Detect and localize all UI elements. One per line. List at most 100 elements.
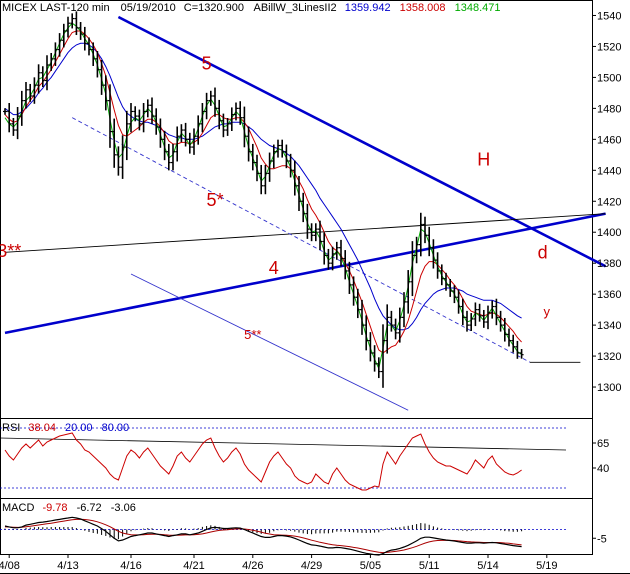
macd-value: -9.78 [42,502,67,514]
wave-annotation: 4 [269,258,279,278]
ohlc-bar [32,77,37,104]
rising-trend-line [4,212,606,335]
ohlc-bar [376,357,381,379]
ohlc-bar [473,302,478,327]
ohlc-bar [385,304,390,354]
ohlc-bar [326,248,331,270]
wave-annotation: H [477,150,490,170]
ohlc-bar [271,144,276,169]
rsi-axis-label: 40 [597,463,609,475]
ohlc-bar [154,108,159,135]
ohlc-bar [145,99,150,118]
rsi-high-level: 80.00 [102,422,130,434]
date-axis-label: 4/08 [0,560,20,572]
ohlc-bar [187,132,192,154]
ohlc-bar [112,118,117,168]
ohlc-bar [418,212,423,257]
ohlc-bar [40,66,45,88]
date-axis-label: 4/21 [183,560,204,572]
ohlc-bar [435,252,440,279]
price-axis-label: 1540 [597,10,621,22]
ohlc-bar [305,203,310,239]
ohlc-bar [175,126,180,162]
ohlc-bar [229,107,234,132]
date-axis-label: 4/29 [301,560,322,572]
price-axis-label: 1440 [597,165,621,177]
header-symbol: MICEX LAST-120 min [2,2,110,14]
ohlc-bar [57,33,62,57]
ohlc-bar [313,223,318,242]
ohlc-bar [246,126,251,162]
ohlc-bar [255,154,259,182]
ohlc-bar [11,117,16,136]
ohlc-bar [397,307,402,343]
ohlc-bar [351,276,356,306]
chart-header: MICEX LAST-120 min 05/19/2010 C=1320.900… [2,2,501,14]
price-axis-label: 1400 [597,227,621,239]
ohlc-bar [213,87,217,117]
ohlc-bar [267,152,272,182]
ohlc-bar [116,146,121,176]
ohlc-bar [402,292,406,328]
ohlc-bar [481,309,486,328]
macd-signal-value: -6.72 [77,502,102,514]
ohlc-bar [381,324,385,388]
header-value-blue: 1359.942 [345,2,391,14]
ohlc-bar [66,16,70,38]
ohlc-bar [284,144,289,169]
rsi-low-level: 20.00 [65,422,93,434]
ohlc-bar [45,55,49,91]
ohlc-bar [24,81,28,109]
price-axis-label: 1360 [597,289,621,301]
ohlc-bar [309,223,314,242]
ohlc-bar [469,313,474,331]
ohlc-bar [99,59,104,95]
ohlc-bar [259,164,264,195]
ohlc-bar [162,130,167,161]
upper-downtrend-line [117,15,607,268]
thin-black-line [4,213,606,253]
ohlc-bar [171,143,175,171]
green-ma-line [4,22,522,371]
ohlc-bar [124,110,129,161]
ohlc-bar [15,107,20,140]
ohlc-bar [448,279,453,297]
rsi-label: RSI [2,422,20,434]
price-axis-label: 1500 [597,72,621,84]
rsi-layer [0,427,567,491]
ohlc-bar [221,113,226,138]
ohlc-bar [250,143,255,171]
price-axis-label: 1480 [597,103,621,115]
price-axis-label: 1520 [597,41,621,53]
wave-annotation: 5** [244,327,261,342]
ohlc-bar [322,232,327,265]
ohlc-bar [74,11,79,36]
price-axis-label: 1340 [597,320,621,332]
ohlc-bar [133,106,138,122]
price-axis-label: 1460 [597,134,621,146]
ohlc-bar [393,318,398,340]
ohlc-bar [368,332,373,362]
ohlc-bar [330,246,335,271]
macd-label: MACD [2,502,34,514]
ohlc-bar [263,164,268,195]
thin-channel-line [130,273,409,411]
ohlc-bar [91,42,96,66]
ohlc-bar [465,310,469,332]
ohlc-bar [137,109,142,131]
annotation-layer: 5 5* 3** 4 5** Hd y [0,54,551,342]
ohlc-bar [208,90,213,106]
header-date: 05/19/2010 [121,2,176,14]
ohlc-bar [192,128,196,155]
rsi-value: 38.04 [28,422,56,434]
ohlc-bar [280,139,285,158]
ohlc-bar [292,160,297,196]
date-axis-label: 5/14 [477,560,498,572]
wave-annotation: d [538,243,548,263]
wave-annotation: 5 [202,54,212,74]
macd-signal-line [4,518,522,554]
ohlc-bar [389,310,394,332]
ohlc-bar [297,176,301,212]
wave-annotation: 3** [0,241,21,261]
